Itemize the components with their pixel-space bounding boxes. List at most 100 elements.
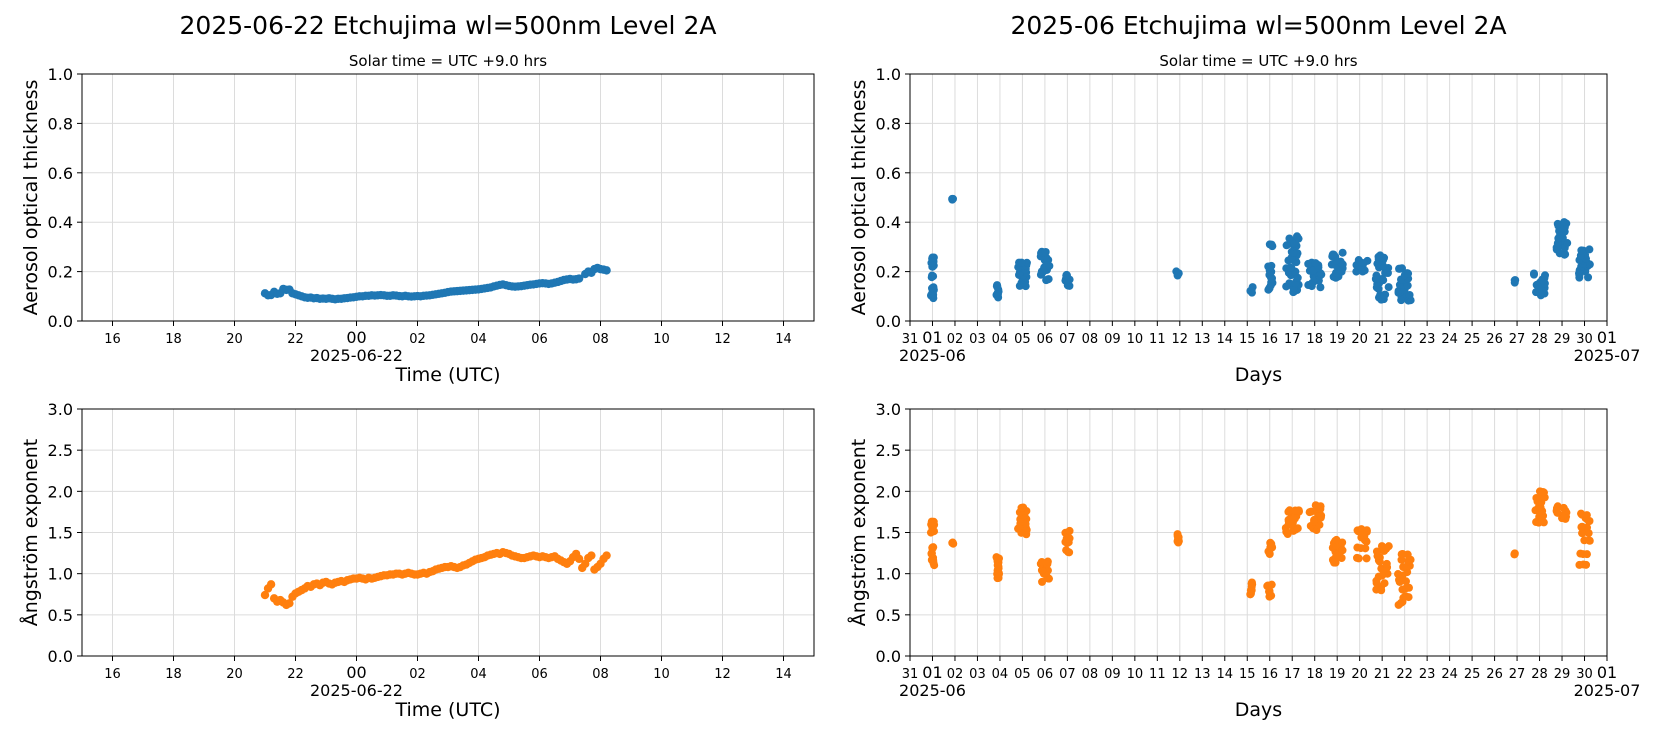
x-tick-label: 05 <box>1014 667 1031 682</box>
data-point <box>1510 550 1519 559</box>
y-tick-label: 0.4 <box>48 213 73 232</box>
x-tick-label: 31 <box>902 667 919 682</box>
x-tick-label: 30 <box>1576 667 1593 682</box>
data-point <box>1398 585 1407 594</box>
x-tick-label: 18 <box>165 667 182 682</box>
x-tick-label: 01 <box>1597 328 1617 347</box>
data-point <box>1397 264 1406 273</box>
chart-title: 2025-06 Etchujima wl=500nm Level 2A <box>1010 11 1506 40</box>
x-axis-label: Time (UTC) <box>394 699 500 721</box>
data-point <box>1266 281 1275 290</box>
data-point <box>1552 504 1561 513</box>
data-point <box>1575 560 1584 569</box>
x-tick-label: 06 <box>1037 332 1054 347</box>
data-point <box>1304 259 1313 268</box>
x-axis-label: Time (UTC) <box>394 364 500 386</box>
y-tick-label: 0.6 <box>48 164 73 183</box>
data-point <box>574 554 584 564</box>
data-point <box>1043 557 1052 566</box>
data-point <box>1582 560 1591 569</box>
x-major-date-label: 2025-07 <box>1574 346 1641 365</box>
x-tick-label: 25 <box>1464 332 1481 347</box>
x-tick-label: 29 <box>1554 332 1571 347</box>
data-point <box>602 266 611 275</box>
y-tick-label: 0.0 <box>48 647 73 666</box>
x-tick-label: 24 <box>1441 332 1458 347</box>
x-tick-label: 22 <box>1396 332 1413 347</box>
plot-frame <box>81 408 815 657</box>
x-tick-label: 03 <box>969 332 986 347</box>
x-tick-label: 20 <box>1351 332 1368 347</box>
data-point <box>1584 273 1593 282</box>
chart-title: 2025-06-22 Etchujima wl=500nm Level 2A <box>180 11 717 40</box>
x-tick-label: 18 <box>1306 332 1323 347</box>
x-tick-label: 18 <box>165 332 182 347</box>
data-point <box>1328 250 1337 259</box>
x-tick-label: 26 <box>1486 332 1503 347</box>
x-tick-label: 22 <box>1396 667 1413 682</box>
x-date-label: 2025-06-22 <box>310 346 403 365</box>
data-point <box>1394 287 1403 296</box>
x-tick-label: 22 <box>287 667 304 682</box>
x-tick-label: 13 <box>1194 332 1211 347</box>
x-tick-label: 01 <box>922 328 942 347</box>
data-point <box>260 590 270 600</box>
data-point <box>1285 234 1294 243</box>
data-point <box>1541 271 1550 280</box>
data-point <box>1404 269 1413 278</box>
plot-frame <box>81 73 815 322</box>
x-tick-label: 12 <box>1172 332 1189 347</box>
x-tick-label: 17 <box>1284 667 1301 682</box>
x-tick-label: 29 <box>1554 667 1571 682</box>
data-point <box>1580 536 1589 545</box>
y-tick-label: 1.5 <box>876 524 901 543</box>
plot-frame <box>909 73 1608 322</box>
data-point <box>1285 506 1294 515</box>
x-tick-label: 20 <box>226 332 243 347</box>
x-tick-label: 16 <box>1261 667 1278 682</box>
data-point <box>1038 577 1047 586</box>
x-tick-label: 20 <box>1351 667 1368 682</box>
data-point <box>1017 503 1026 512</box>
x-tick-label: 14 <box>1217 332 1234 347</box>
data-point <box>285 599 294 608</box>
x-major-date-label: 2025-07 <box>1574 681 1641 700</box>
y-tick-label: 2.0 <box>876 482 901 501</box>
y-tick-label: 1.0 <box>48 565 73 584</box>
x-tick-label: 10 <box>1127 332 1144 347</box>
y-tick-label: 0.5 <box>876 606 901 625</box>
y-tick-label: 2.5 <box>876 441 901 460</box>
x-tick-label: 07 <box>1059 332 1076 347</box>
data-point <box>1062 270 1071 279</box>
data-point <box>1330 558 1339 567</box>
x-tick-label: 22 <box>287 332 304 347</box>
data-point <box>1361 544 1370 553</box>
x-tick-label: 06 <box>1037 667 1054 682</box>
data-point <box>1372 547 1381 556</box>
x-tick-label: 01 <box>922 663 942 682</box>
x-tick-label: 06 <box>531 332 548 347</box>
x-tick-label: 00 <box>346 328 366 347</box>
data-point <box>1384 542 1393 551</box>
x-tick-label: 06 <box>531 667 548 682</box>
x-tick-label: 11 <box>1149 332 1166 347</box>
data-point <box>1332 550 1341 559</box>
x-tick-label: 12 <box>714 667 731 682</box>
data-point <box>928 271 937 280</box>
x-tick-label: 19 <box>1329 667 1346 682</box>
y-tick-label: 0.2 <box>48 263 73 282</box>
data-point <box>928 284 937 293</box>
y-axis-label: Ångström exponent <box>847 439 870 627</box>
data-point <box>1310 516 1319 525</box>
data-point <box>1264 262 1273 271</box>
y-tick-label: 1.0 <box>48 65 73 84</box>
data-points <box>260 548 611 610</box>
data-point <box>1401 577 1410 586</box>
data-point <box>1582 550 1591 559</box>
data-point <box>929 556 938 565</box>
data-point <box>1399 562 1408 571</box>
data-point <box>928 253 937 262</box>
x-tick-label: 02 <box>947 332 964 347</box>
x-tick-label: 02 <box>409 667 426 682</box>
x-tick-label: 02 <box>947 667 964 682</box>
